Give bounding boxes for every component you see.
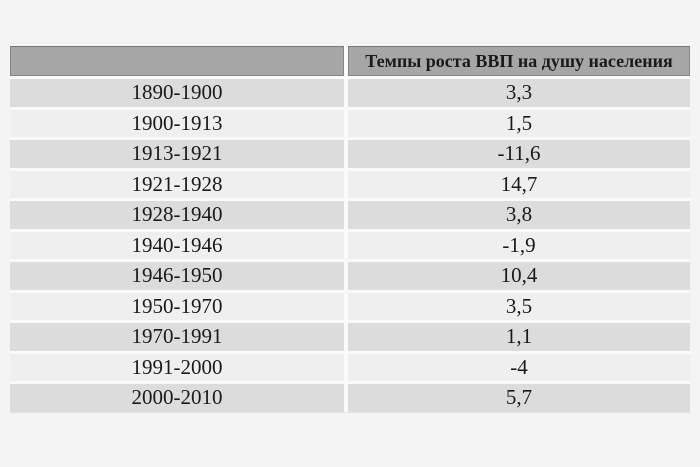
value-cell: 3,8 xyxy=(348,201,690,229)
value-cell: -11,6 xyxy=(348,140,690,168)
period-cell: 1913-1921 xyxy=(10,140,344,168)
period-cell: 1928-1940 xyxy=(10,201,344,229)
period-cell: 1946-1950 xyxy=(10,262,344,290)
value-cell: 3,5 xyxy=(348,292,690,320)
period-cell: 1921-1928 xyxy=(10,170,344,198)
value-cell: 14,7 xyxy=(348,170,690,198)
period-cell: 1940-1946 xyxy=(10,231,344,259)
period-cell: 1900-1913 xyxy=(10,109,344,137)
period-cell: 1970-1991 xyxy=(10,323,344,351)
header-cell-value: Темпы роста ВВП на душу населения xyxy=(348,46,690,76)
value-cell: 10,4 xyxy=(348,262,690,290)
gdp-growth-table: Темпы роста ВВП на душу населения 1890-1… xyxy=(10,46,690,412)
value-cell: -4 xyxy=(348,353,690,381)
value-cell: 1,5 xyxy=(348,109,690,137)
period-cell: 1950-1970 xyxy=(10,292,344,320)
period-cell: 1991-2000 xyxy=(10,353,344,381)
period-cell: 1890-1900 xyxy=(10,79,344,107)
period-cell: 2000-2010 xyxy=(10,384,344,412)
value-cell: -1,9 xyxy=(348,231,690,259)
value-cell: 3,3 xyxy=(348,79,690,107)
value-cell: 5,7 xyxy=(348,384,690,412)
value-cell: 1,1 xyxy=(348,323,690,351)
header-cell-period xyxy=(10,46,344,76)
